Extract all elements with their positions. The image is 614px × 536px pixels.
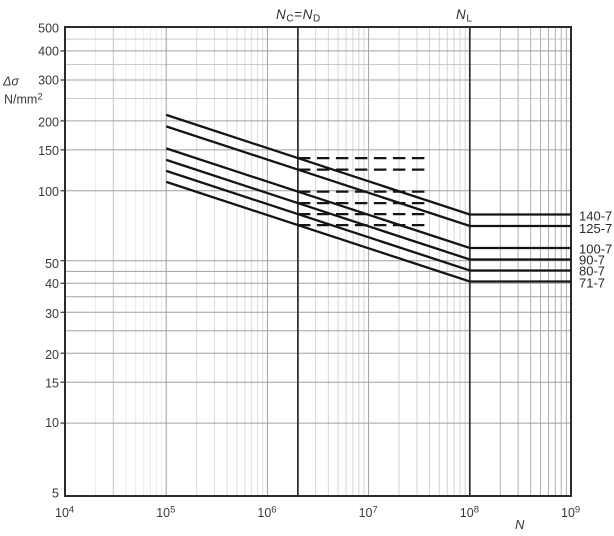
svg-text:100-7: 100-7 — [579, 242, 612, 257]
svg-text:NC=ND: NC=ND — [276, 7, 321, 25]
svg-text:N/mm2: N/mm2 — [4, 92, 43, 107]
svg-text:125-7: 125-7 — [579, 221, 612, 236]
svg-text:50: 50 — [45, 257, 59, 271]
svg-text:40: 40 — [45, 277, 59, 291]
svg-text:15: 15 — [45, 376, 59, 390]
svg-text:150: 150 — [38, 144, 59, 158]
svg-text:5: 5 — [52, 486, 59, 500]
svg-text:N: N — [515, 517, 525, 532]
svg-text:300: 300 — [38, 73, 59, 87]
svg-text:200: 200 — [38, 115, 59, 129]
svg-text:100: 100 — [38, 185, 59, 199]
svg-text:30: 30 — [45, 307, 59, 321]
svg-text:71-7: 71-7 — [579, 276, 605, 291]
svg-text:20: 20 — [45, 348, 59, 362]
svg-text:500: 500 — [38, 22, 59, 36]
svg-text:140-7: 140-7 — [579, 208, 612, 223]
svg-text:400: 400 — [38, 44, 59, 58]
svg-text:90-7: 90-7 — [579, 252, 605, 267]
svg-text:80-7: 80-7 — [579, 264, 605, 279]
svg-text:Δσ: Δσ — [2, 75, 19, 89]
svg-text:NL: NL — [456, 7, 473, 25]
svg-text:10: 10 — [45, 416, 59, 430]
